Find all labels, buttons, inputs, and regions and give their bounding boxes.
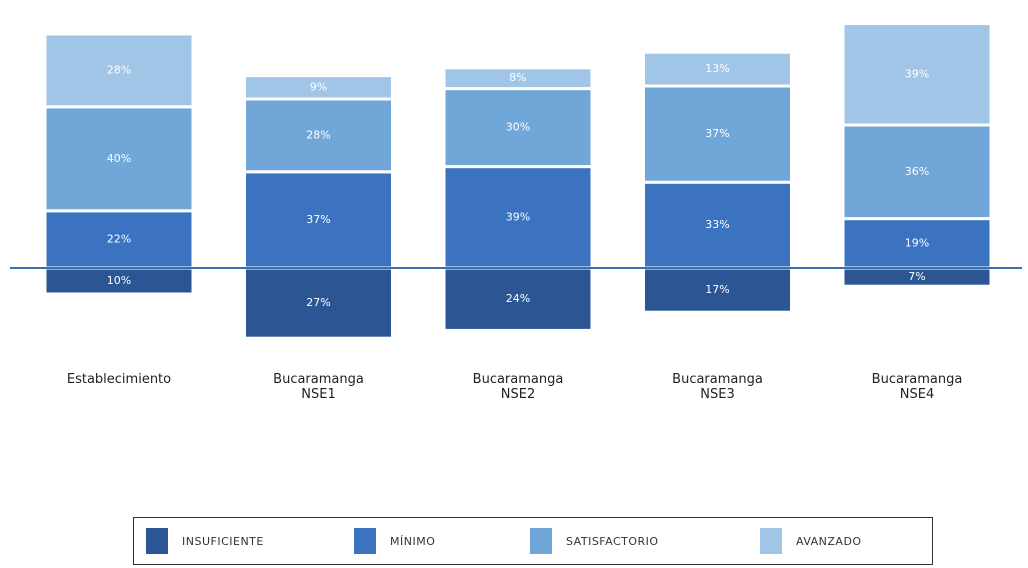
bar-segment: [243, 97, 394, 174]
value-label: 36%: [905, 165, 929, 178]
value-label: 30%: [506, 121, 530, 134]
bar-segment: [642, 84, 793, 184]
legend: INSUFICIENTE MÍNIMO SATISFACTORIO AVANZADO: [133, 517, 933, 565]
bar-segment: [442, 66, 594, 91]
value-label: 28%: [107, 63, 131, 76]
legend-label: INSUFICIENTE: [182, 534, 264, 548]
value-label: 17%: [705, 283, 729, 296]
value-label: 37%: [306, 213, 330, 226]
bar-segment: [43, 32, 195, 109]
value-label: 33%: [705, 218, 729, 231]
value-label: 19%: [905, 236, 929, 249]
bar-segment: [841, 217, 993, 270]
value-label: 37%: [705, 127, 729, 140]
category-label: Establecimiento: [66, 372, 172, 387]
value-label: 40%: [107, 152, 131, 165]
bar-segment: [43, 266, 195, 296]
value-label: 27%: [306, 296, 330, 309]
legend-item: MÍNIMO: [354, 528, 435, 554]
legend-swatch: [530, 528, 552, 554]
value-label: 8%: [509, 71, 526, 84]
value-label: 9%: [310, 80, 327, 93]
category-label: Bucaramanga NSE3: [672, 372, 763, 402]
bar-segment: [243, 266, 394, 340]
legend-label: AVANZADO: [796, 534, 862, 548]
legend-swatch: [760, 528, 782, 554]
bar-segment: [841, 22, 993, 127]
bar-segment: [243, 74, 394, 101]
value-label: 7%: [908, 270, 925, 283]
category-label: Bucaramanga NSE2: [472, 372, 564, 402]
value-label: 39%: [905, 67, 929, 80]
category-label: Bucaramanga NSE1: [273, 372, 364, 402]
value-label: 28%: [306, 128, 330, 141]
legend-label: SATISFACTORIO: [566, 534, 659, 548]
bar-segment: [442, 165, 594, 270]
value-label: 24%: [506, 292, 530, 305]
value-label: 39%: [506, 210, 530, 223]
value-label: 10%: [107, 274, 131, 287]
bar-segment: [642, 266, 793, 314]
legend-label: MÍNIMO: [390, 534, 436, 548]
legend-item: AVANZADO: [760, 528, 862, 554]
category-label: Bucaramanga NSE4: [871, 372, 963, 402]
legend-item: INSUFICIENTE: [146, 528, 264, 554]
legend-swatch: [354, 528, 376, 554]
legend-item: SATISFACTORIO: [530, 528, 659, 554]
bar-segment: [243, 170, 394, 270]
bar-segment: [642, 50, 793, 88]
bar-segment: [841, 123, 993, 221]
value-label: 22%: [107, 232, 131, 245]
bar-segment: [442, 266, 594, 332]
legend-swatch: [146, 528, 168, 554]
value-label: 13%: [705, 62, 729, 75]
